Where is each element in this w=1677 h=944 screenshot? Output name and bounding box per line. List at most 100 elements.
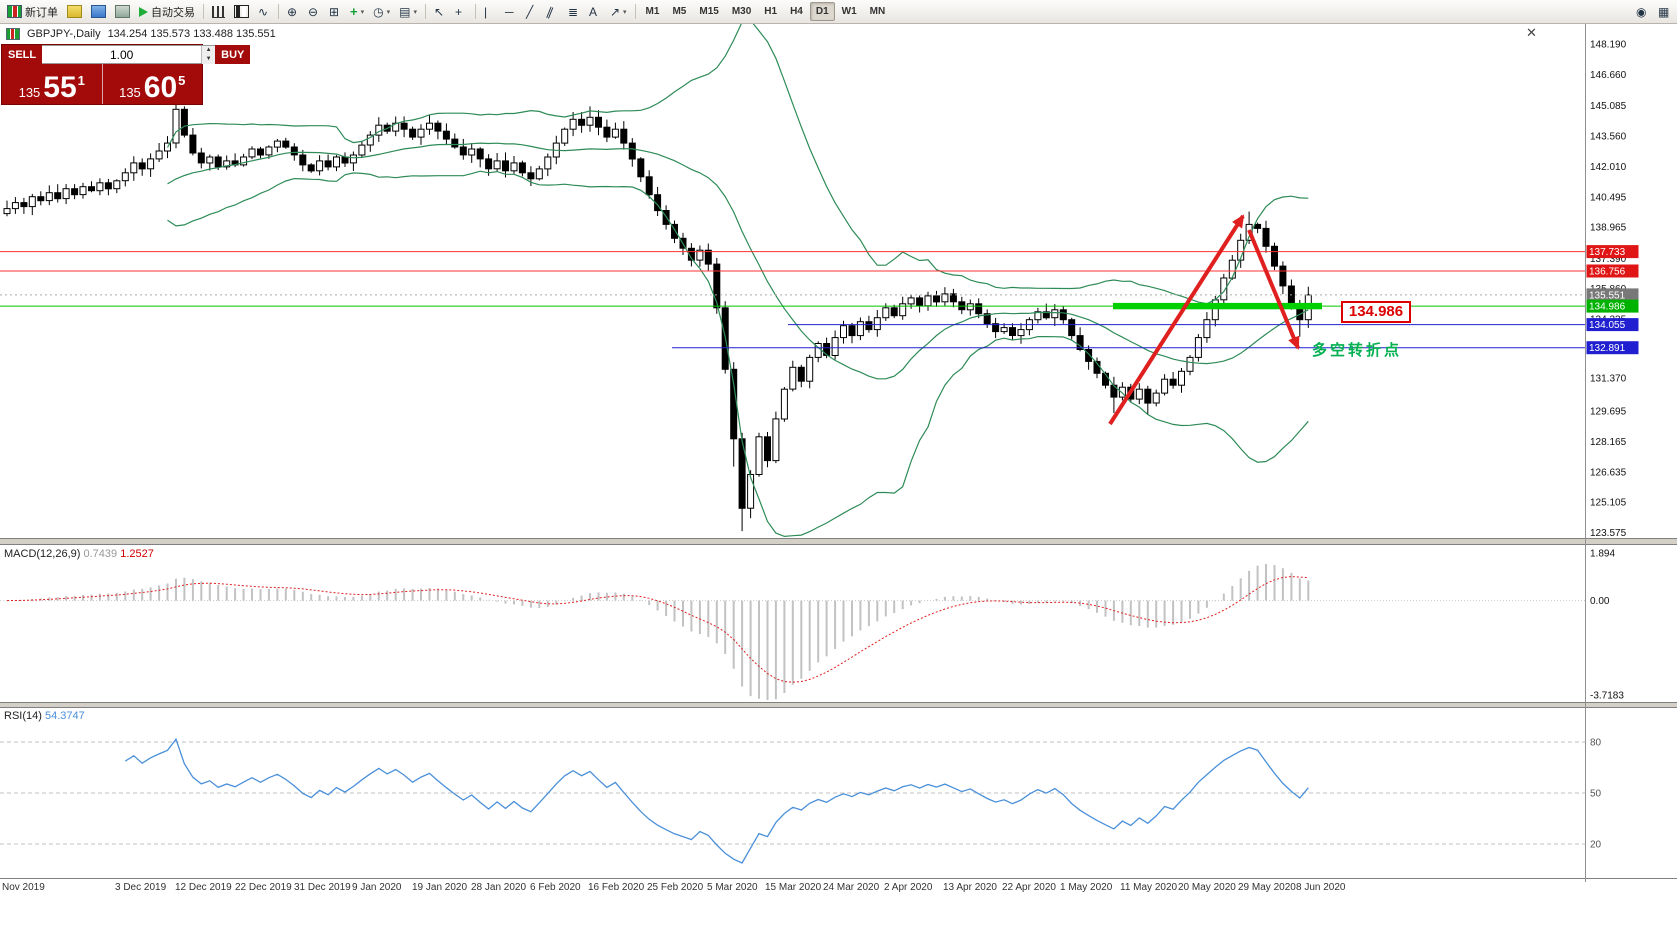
- svg-text:15 Mar 2020: 15 Mar 2020: [765, 882, 822, 893]
- price-level-label[interactable]: 134.986: [1341, 301, 1411, 323]
- timeframe-m5-button[interactable]: M5: [672, 6, 687, 17]
- chart-symbol-period: GBPJPY-,Daily: [27, 28, 101, 40]
- turning-point-note[interactable]: 多空转折点: [1312, 342, 1403, 359]
- volume-up-button[interactable]: ▲: [202, 46, 216, 55]
- autotrade-play-icon: [139, 6, 148, 17]
- bid-price-big: 55: [43, 71, 77, 104]
- svg-text:1 May 2020: 1 May 2020: [1060, 882, 1113, 893]
- market-watch-button[interactable]: [87, 2, 110, 22]
- templates-button[interactable]: ▤ ▾: [395, 2, 421, 22]
- crosshair-button[interactable]: +: [451, 2, 471, 22]
- sell-button[interactable]: SELL: [2, 45, 43, 64]
- svg-text:20: 20: [1590, 840, 1602, 851]
- svg-text:132.891: 132.891: [1589, 343, 1626, 354]
- text-button[interactable]: A: [585, 2, 605, 22]
- timeframe-m30-button[interactable]: M30: [731, 6, 752, 17]
- buy-button[interactable]: BUY: [215, 45, 251, 64]
- trendline-button[interactable]: ╱: [522, 2, 542, 22]
- toolbar-separator: [203, 4, 204, 19]
- svg-text:24 Mar 2020: 24 Mar 2020: [823, 882, 880, 893]
- svg-text:28 Jan 2020: 28 Jan 2020: [471, 882, 526, 893]
- profiles-icon: [67, 5, 82, 18]
- main-toolbar: 新订单 自动交易 ∿ ⊕ ⊖ ⊞ + ▾ ◷ ▾ ▤ ▾ ↖ + | ─ ╱ ∥ ≣ A ↗ ▾ M1 M5 M15 M30 H1 H…: [0, 0, 1677, 24]
- bid-price-main: 135: [18, 85, 41, 100]
- svg-text:22 Apr 2020: 22 Apr 2020: [1002, 882, 1056, 893]
- svg-text:22 Dec 2019: 22 Dec 2019: [235, 882, 292, 893]
- fibonacci-button[interactable]: ≣: [564, 2, 584, 22]
- svg-text:20 May 2020: 20 May 2020: [1178, 882, 1236, 893]
- timeframe-d1-button[interactable]: D1: [809, 2, 835, 21]
- chart-close-button[interactable]: ✕: [1526, 25, 1537, 40]
- price-chart-canvas[interactable]: 1.894 0.00 -3.7183 80 50 20 148.190 146.660 145.…: [0, 24, 1677, 944]
- svg-text:143.560: 143.560: [1590, 131, 1627, 142]
- svg-text:148.190: 148.190: [1590, 40, 1627, 51]
- autotrading-button[interactable]: 自动交易: [135, 2, 199, 22]
- svg-text:29 May 2020: 29 May 2020: [1238, 882, 1296, 893]
- timeframe-w1-button[interactable]: W1: [841, 6, 857, 17]
- volume-input[interactable]: [42, 46, 202, 63]
- timeframe-mn-button[interactable]: MN: [869, 6, 886, 17]
- svg-text:Nov 2019: Nov 2019: [2, 882, 45, 893]
- cursor-button[interactable]: ↖: [430, 2, 450, 22]
- svg-text:13 Apr 2020: 13 Apr 2020: [943, 882, 997, 893]
- svg-text:138.965: 138.965: [1590, 223, 1627, 234]
- svg-text:1.894: 1.894: [1590, 549, 1615, 560]
- svg-text:145.085: 145.085: [1590, 101, 1627, 112]
- svg-text:129.695: 129.695: [1590, 407, 1627, 418]
- svg-text:140.495: 140.495: [1590, 192, 1627, 203]
- zoom-out-button[interactable]: ⊖: [304, 2, 324, 22]
- svg-text:134.055: 134.055: [1589, 320, 1626, 331]
- svg-text:11 May 2020: 11 May 2020: [1120, 882, 1178, 893]
- svg-text:16 Feb 2020: 16 Feb 2020: [588, 882, 645, 893]
- horizontal-line-button[interactable]: ─: [501, 2, 521, 22]
- volume-stepper: ▲ ▼: [201, 46, 216, 64]
- navigator-button[interactable]: [111, 2, 134, 22]
- navigator-icon: [115, 5, 130, 18]
- svg-text:9 Jan 2020: 9 Jan 2020: [352, 882, 402, 893]
- bar-chart-icon: [212, 5, 225, 18]
- chart-title: GBPJPY-,Daily 134.254 135.573 133.488 13…: [6, 28, 276, 40]
- buy-price-button[interactable]: 135 60 5: [103, 64, 203, 104]
- indicators-button[interactable]: + ▾: [346, 2, 368, 22]
- ask-price-sup: 5: [178, 73, 186, 88]
- toolbar-separator: [278, 4, 279, 19]
- vertical-line-button[interactable]: |: [480, 2, 500, 22]
- rsi-indicator-label: RSI(14) 54.3747: [4, 710, 85, 722]
- volume-down-button[interactable]: ▼: [202, 55, 216, 64]
- svg-text:137.733: 137.733: [1589, 247, 1626, 258]
- line-chart-button[interactable]: ∿: [254, 2, 274, 22]
- svg-text:80: 80: [1590, 738, 1602, 749]
- arrows-button[interactable]: ↗ ▾: [606, 2, 631, 22]
- periods-button[interactable]: ◷ ▾: [369, 2, 394, 22]
- ask-price-main: 135: [119, 85, 141, 100]
- svg-text:2 Apr 2020: 2 Apr 2020: [884, 882, 933, 893]
- timeframe-m15-button[interactable]: M15: [699, 6, 719, 17]
- timeframe-h1-button[interactable]: H1: [764, 6, 778, 17]
- toolbar-layout-icon[interactable]: ▦: [1654, 2, 1674, 22]
- macd-indicator-label: MACD(12,26,9) 0.7439 1.2527: [4, 548, 154, 560]
- bar-chart-button[interactable]: [208, 2, 229, 22]
- toolbar-community-icon[interactable]: ◉: [1632, 2, 1652, 22]
- new-order-button[interactable]: 新订单: [3, 2, 62, 22]
- equidistant-channel-button[interactable]: ∥: [543, 2, 563, 22]
- svg-text:146.660: 146.660: [1590, 70, 1627, 81]
- svg-text:131.370: 131.370: [1590, 373, 1627, 384]
- toolbar-separator: [474, 4, 476, 19]
- candles-icon: [234, 5, 249, 18]
- profiles-button[interactable]: [63, 2, 86, 22]
- sell-price-button[interactable]: 135 55 1: [2, 64, 102, 104]
- svg-text:134.986: 134.986: [1589, 302, 1626, 313]
- candlestick-chart-button[interactable]: [230, 2, 253, 22]
- svg-text:6 Feb 2020: 6 Feb 2020: [530, 882, 581, 893]
- tile-windows-button[interactable]: ⊞: [325, 2, 345, 22]
- svg-text:142.010: 142.010: [1590, 162, 1627, 173]
- svg-text:123.575: 123.575: [1590, 528, 1627, 539]
- svg-text:12 Dec 2019: 12 Dec 2019: [175, 882, 232, 893]
- timeframe-m1-button[interactable]: M1: [645, 6, 660, 17]
- svg-text:50: 50: [1590, 789, 1602, 800]
- toolbar-separator: [424, 4, 426, 19]
- zoom-in-button[interactable]: ⊕: [283, 2, 303, 22]
- svg-text:125.105: 125.105: [1590, 498, 1627, 509]
- timeframe-h4-button[interactable]: H4: [790, 6, 803, 17]
